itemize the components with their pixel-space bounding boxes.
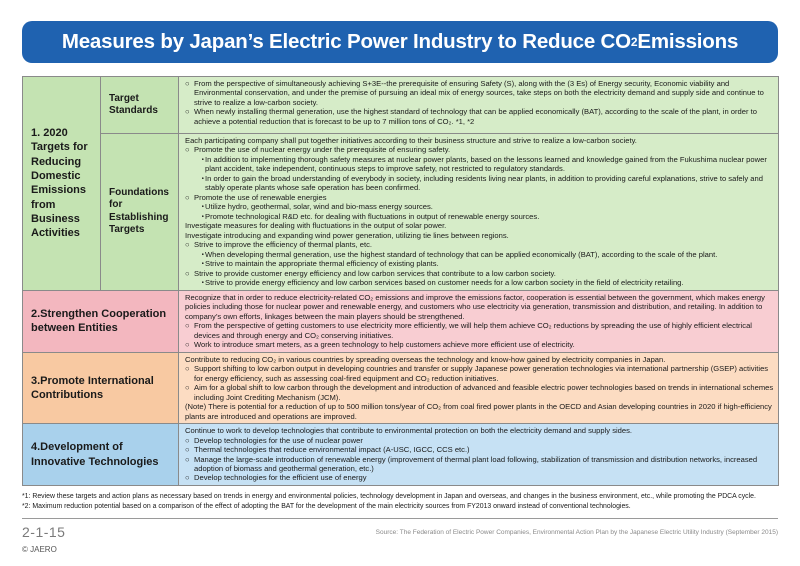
renewable-detail: Promote technological R&D etc. for deali…: [185, 212, 774, 221]
section-1-foundations-row: Foundations for Establishing Targets Eac…: [23, 133, 779, 291]
section-4-label: 4.Development of Innovative Technologies: [22, 423, 179, 486]
title-tail: Emissions: [637, 30, 739, 53]
foundations-label: Foundations for Establishing Targets: [100, 133, 179, 291]
section-4-line: Thermal technologies that reduce environ…: [185, 445, 774, 454]
section-4-intro: Continue to work to develop technologies…: [185, 426, 633, 436]
section-4-row: 4.Development of Innovative Technologies…: [22, 423, 779, 486]
section-1-target-row: 1. 2020 Targets for Reducing Domestic Em…: [22, 76, 779, 291]
section-2-intro: Recognize that in order to reduce electr…: [185, 292, 765, 321]
investigate-line: Investigate measures for dealing with fl…: [185, 221, 447, 231]
page-number: 2-1-15: [22, 524, 66, 540]
nuclear-detail: In order to gain the broad understanding…: [185, 174, 774, 193]
thermal-detail: Strive to maintain the appropriate therm…: [185, 259, 774, 268]
renewable-line: Promote the use of renewable energies: [185, 193, 774, 202]
section-4-line: Develop technologies for the efficient u…: [185, 473, 774, 482]
investigate-line: Investigate introducing and expanding wi…: [185, 230, 509, 240]
section-2-line: Work to introduce smart meters, as a gre…: [185, 340, 774, 349]
target-line: From the perspective of simultaneously a…: [185, 79, 774, 107]
page-title: Measures by Japan’s Electric Power Indus…: [22, 21, 778, 63]
nuclear-line: Promote the use of nuclear energy under …: [185, 145, 774, 154]
section-3-line: Support shifting to low carbon output in…: [185, 364, 774, 383]
section-2-label: 2.Strengthen Cooperation between Entitie…: [22, 289, 179, 353]
section-3-note: (Note) There is potential for a reductio…: [185, 402, 772, 421]
section-2-line: From the perspective of getting customer…: [185, 321, 774, 340]
copyright: © JAERO: [22, 545, 57, 554]
title-main: Measures by Japan’s Electric Power Indus…: [61, 30, 631, 53]
foundations-intro: Each participating company shall put tog…: [185, 136, 637, 145]
footnotes: *1: Review these targets and action plan…: [22, 492, 782, 513]
section-1-label: 1. 2020 Targets for Reducing Domestic Em…: [22, 76, 101, 291]
section-2-body: Recognize that in order to reduce electr…: [178, 289, 779, 353]
foundations-body: Each participating company shall put tog…: [178, 133, 779, 291]
footer-divider: [22, 518, 778, 519]
thermal-detail: When developing thermal generation, use …: [185, 250, 774, 259]
section-4-line: Develop technologies for the use of nucl…: [185, 436, 774, 445]
source-note: Source: The Federation of Electric Power…: [375, 529, 778, 536]
section-3-row: 3.Promote International Contributions Co…: [22, 351, 779, 425]
target-standards-body: From the perspective of simultaneously a…: [178, 76, 779, 134]
section-4-line: Manage the large-scale introduction of r…: [185, 455, 774, 474]
services-line: Strive to provide customer energy effici…: [185, 269, 774, 278]
target-standards-label: Target Standards: [100, 76, 179, 134]
section-4-body: Continue to work to develop technologies…: [178, 423, 779, 486]
section-3-intro: Contribute to reducing CO₂ in various co…: [185, 354, 666, 364]
title-subscript: 2: [630, 35, 638, 49]
footnote-1: *1: Review these targets and action plan…: [22, 493, 756, 500]
renewable-detail: Utilize hydro, geothermal, solar, wind a…: [185, 202, 774, 211]
nuclear-detail: In addition to implementing thorough saf…: [185, 155, 774, 174]
footnote-2: *2: Maximum reduction potential based on…: [22, 503, 631, 511]
section-3-body: Contribute to reducing CO₂ in various co…: [178, 351, 779, 425]
target-line: When newly installing thermal generation…: [185, 107, 774, 126]
section-2-row: 2.Strengthen Cooperation between Entitie…: [22, 289, 779, 353]
section-3-line: Aim for a global shift to low carbon thr…: [185, 383, 774, 402]
measures-table: 1. 2020 Targets for Reducing Domestic Em…: [22, 76, 779, 486]
thermal-line: Strive to improve the efficiency of ther…: [185, 240, 774, 249]
section-3-label: 3.Promote International Contributions: [22, 351, 179, 425]
services-detail: Strive to provide energy efficiency and …: [185, 278, 774, 287]
